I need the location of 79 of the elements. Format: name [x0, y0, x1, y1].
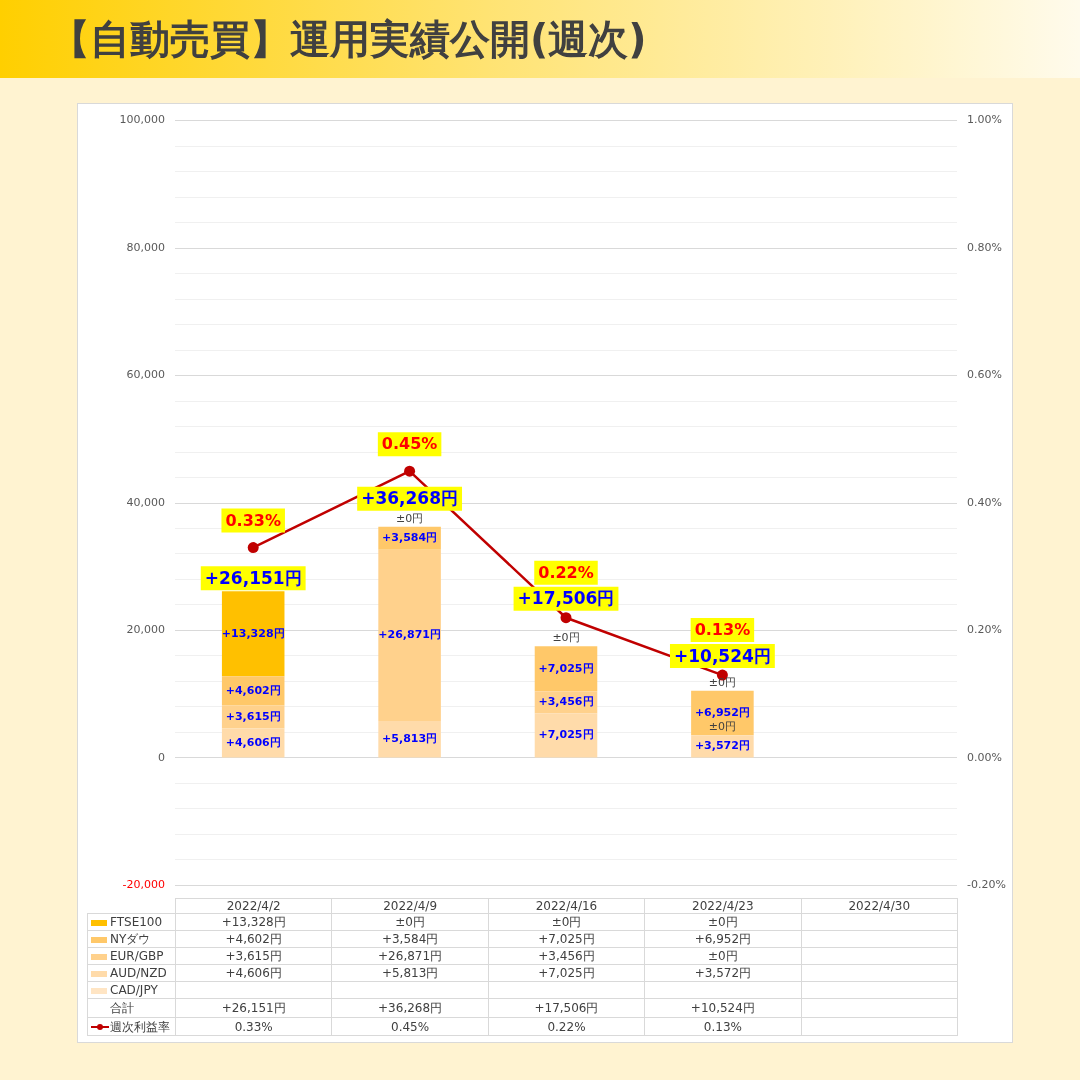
- text: ±0円: [708, 675, 737, 689]
- legend-label: AUD/NZD: [87, 964, 176, 982]
- data-label: ±0円: [644, 913, 802, 931]
- chart-title: 【自動売買】運用実績公開(週次): [50, 15, 647, 63]
- legend-label: EUR/GBP: [87, 947, 176, 965]
- data-label: +7,025円: [488, 964, 645, 982]
- point: [404, 465, 416, 477]
- x-tick-label: 2022/4/9: [331, 898, 489, 914]
- data-label: +3,572円: [644, 964, 802, 982]
- data-label: +4,602円: [175, 930, 332, 948]
- text: ±0円: [395, 511, 424, 525]
- point: [247, 542, 259, 554]
- x-tick-label: 2022/4/2: [175, 898, 332, 914]
- text: +13,328円: [221, 626, 285, 640]
- total-label: +10,524円: [673, 645, 771, 666]
- data-label: +5,813円: [331, 964, 489, 982]
- text: 0.13%: [694, 620, 751, 640]
- x-tick-label: 2022/4/16: [488, 898, 645, 914]
- legend-label: CAD/JPY: [87, 981, 176, 999]
- text: +10,524円: [690, 1001, 755, 1015]
- text: +4,606円: [225, 735, 281, 749]
- data-label: 0.45%: [331, 1017, 489, 1036]
- data-label: ±0円: [644, 947, 802, 965]
- y2-tick-label: 0.40%: [967, 495, 1002, 509]
- y2-tick-label: 1.00%: [967, 113, 1002, 127]
- data-label: 0.13%: [644, 1017, 802, 1036]
- total-label: +26,151円: [204, 567, 302, 588]
- data-label: +6,952円: [644, 930, 802, 948]
- y2-tick-label: -0.20%: [967, 878, 1006, 892]
- y2-tick-label: 0.80%: [967, 240, 1002, 254]
- text: +6,952円: [694, 705, 750, 719]
- data-label: +3,584円: [331, 930, 489, 948]
- data-label: +3,615円: [175, 947, 332, 965]
- data-label: 0.22%: [488, 1017, 645, 1036]
- text: +26,151円: [221, 1001, 286, 1015]
- text: +17,506円: [534, 1001, 599, 1015]
- y-tick-label: -20,000: [122, 878, 165, 892]
- data-label: +3,456円: [488, 947, 645, 965]
- text: 0.33%: [225, 510, 281, 530]
- total-label: +36,268円: [361, 488, 459, 509]
- bar: [378, 549, 441, 721]
- data-label: ±0円: [331, 913, 489, 931]
- text: +4,602円: [225, 683, 281, 697]
- text: +7,025円: [538, 661, 594, 675]
- y-tick-label: 100,000: [119, 113, 165, 127]
- legend-label: 週次利益率: [87, 1017, 176, 1036]
- x-tick-label: 2022/4/23: [644, 898, 802, 914]
- data-label: +7,025円: [488, 930, 645, 948]
- y2-tick-label: 0.20%: [967, 623, 1002, 637]
- text: +36,268円: [378, 1001, 443, 1015]
- total-label: +17,506円: [517, 588, 615, 609]
- text: +3,584円: [382, 531, 438, 545]
- y-tick-label: 20,000: [126, 623, 165, 637]
- legend-label: FTSE100: [87, 913, 176, 931]
- y2-tick-label: 0.00%: [967, 750, 1002, 764]
- text: +7,025円: [538, 728, 594, 742]
- y-tick-label: 80,000: [126, 240, 165, 254]
- x-tick-label: 2022/4/30: [801, 898, 958, 914]
- text: +26,871円: [378, 628, 441, 642]
- y-tick-label: 60,000: [126, 368, 165, 382]
- text: 合計: [87, 998, 176, 1018]
- text: ±0円: [552, 631, 580, 645]
- data-label: +4,606円: [175, 964, 332, 982]
- y-tick-label: 40,000: [126, 495, 165, 509]
- data-label: +13,328円: [175, 913, 332, 931]
- text: 0.22%: [538, 562, 594, 582]
- text: +3,456円: [538, 695, 594, 709]
- y-tick-label: 0: [158, 750, 165, 764]
- text: +3,572円: [694, 739, 750, 753]
- point: [560, 612, 572, 624]
- data-label: 0.33%: [175, 1017, 332, 1036]
- text: +5,813円: [382, 732, 438, 746]
- data-label: ±0円: [488, 913, 645, 931]
- data-label: +26,871円: [331, 947, 489, 965]
- text: +3,615円: [225, 709, 281, 723]
- text: 0.45%: [381, 434, 438, 454]
- text: ±0円: [708, 720, 737, 734]
- y2-tick-label: 0.60%: [967, 368, 1002, 382]
- legend-label: NYダウ: [87, 930, 176, 948]
